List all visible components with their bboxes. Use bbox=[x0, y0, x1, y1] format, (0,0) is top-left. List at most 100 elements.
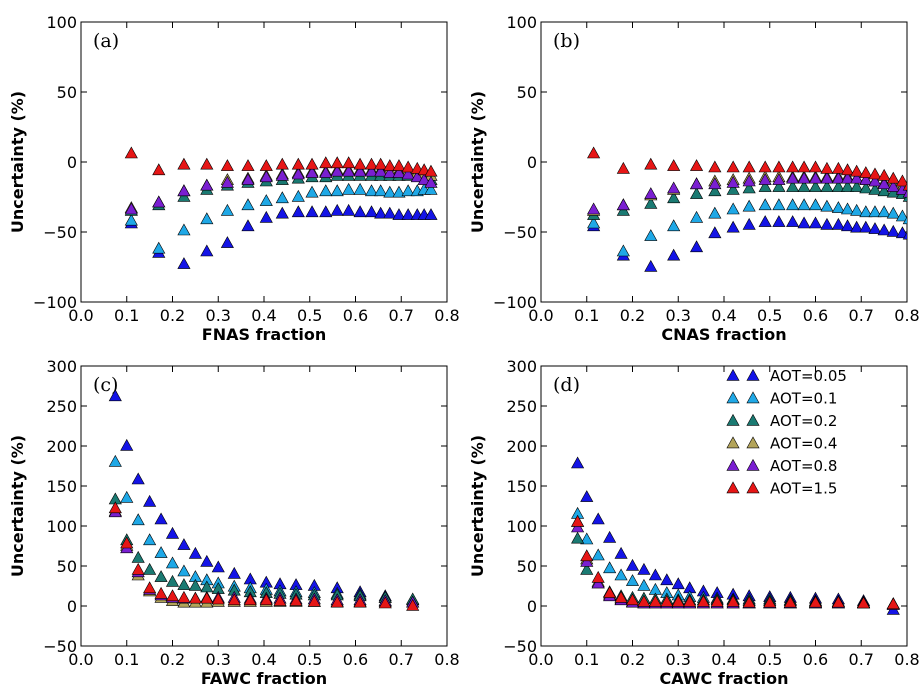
data-point-triangle bbox=[786, 180, 800, 192]
data-point-triangle bbox=[689, 177, 704, 190]
data-point-triangle bbox=[406, 598, 420, 611]
data-point-triangle bbox=[840, 219, 855, 232]
data-point-triangle bbox=[241, 219, 255, 232]
legend-marker bbox=[726, 458, 740, 471]
x-tick-label: 0.7 bbox=[389, 306, 414, 325]
data-point-triangle bbox=[200, 591, 214, 604]
legend-label: AOT=0.1 bbox=[770, 390, 837, 408]
x-axis-label: CNAS fraction bbox=[661, 325, 786, 344]
data-point-triangle bbox=[220, 203, 234, 216]
data-point-triangle bbox=[625, 574, 640, 586]
data-point-triangle bbox=[259, 194, 273, 206]
data-point-triangle bbox=[392, 159, 406, 171]
data-point-triangle bbox=[660, 573, 674, 586]
data-point-triangle bbox=[726, 175, 740, 188]
x-tick-label: 0.4 bbox=[251, 306, 276, 325]
data-point-triangle bbox=[637, 578, 651, 591]
data-point-triangle bbox=[696, 594, 710, 607]
data-point-triangle bbox=[708, 206, 722, 219]
data-point-triangle bbox=[708, 184, 722, 197]
data-point-triangle bbox=[152, 241, 166, 254]
x-tick-label: 0.6 bbox=[343, 306, 368, 325]
data-point-triangle bbox=[850, 220, 864, 233]
data-point-triangle bbox=[840, 171, 855, 184]
data-point-triangle bbox=[241, 173, 255, 185]
data-point-triangle bbox=[220, 236, 234, 248]
data-point-triangle bbox=[154, 586, 168, 599]
data-point-triangle bbox=[275, 191, 289, 204]
data-point-triangle bbox=[868, 222, 882, 234]
data-point-triangle bbox=[772, 160, 786, 173]
y-tick-label: 250 bbox=[506, 397, 537, 416]
data-point-triangle bbox=[571, 531, 585, 544]
data-point-triangle bbox=[859, 220, 873, 233]
data-point-triangle bbox=[831, 180, 845, 192]
data-point-triangle bbox=[143, 494, 157, 507]
data-point-triangle bbox=[637, 562, 651, 575]
data-point-triangle bbox=[859, 205, 873, 218]
data-point-triangle bbox=[165, 526, 180, 539]
data-point-triangle bbox=[220, 159, 234, 171]
data-point-triangle bbox=[143, 562, 157, 575]
legend-marker bbox=[746, 436, 760, 449]
data-point-triangle bbox=[637, 594, 651, 607]
data-point-triangle bbox=[671, 594, 685, 607]
data-point-triangle bbox=[152, 163, 166, 176]
data-point-triangle bbox=[603, 530, 617, 543]
data-point-triangle bbox=[392, 208, 406, 220]
data-point-triangle bbox=[410, 170, 424, 183]
data-point-triangle bbox=[820, 180, 834, 192]
data-point-triangle bbox=[758, 173, 772, 185]
data-point-triangle bbox=[886, 171, 900, 184]
x-tick-label: 0.8 bbox=[894, 306, 919, 325]
y-tick-label: 150 bbox=[506, 477, 537, 496]
data-point-triangle bbox=[840, 202, 855, 215]
data-point-triangle bbox=[364, 184, 379, 197]
data-point-triangle bbox=[895, 209, 907, 222]
data-point-triangle bbox=[131, 550, 145, 563]
y-tick-label: 150 bbox=[46, 477, 77, 496]
data-point-triangle bbox=[342, 203, 356, 216]
panel-a: 0.0 0.1 0.2 0.3 0.4 0.5 0.6 0.7 0.8 100 50 0 −50 −100… bbox=[8, 13, 460, 344]
data-point-triangle bbox=[259, 210, 273, 223]
data-point-triangle bbox=[742, 199, 756, 212]
data-point-triangle bbox=[671, 577, 685, 590]
data-point-triangle bbox=[603, 586, 617, 598]
data-point-triangle bbox=[330, 156, 344, 169]
data-point-triangle bbox=[200, 212, 214, 225]
panel-c: 0.0 0.1 0.2 0.3 0.4 0.5 0.6 0.7 0.8 300 250 200 150 1… bbox=[8, 357, 460, 688]
data-point-triangle bbox=[831, 171, 845, 184]
data-point-triangle bbox=[383, 206, 397, 219]
x-tick-label: 0.6 bbox=[803, 650, 828, 669]
data-point-triangle bbox=[708, 160, 722, 173]
data-point-triangle bbox=[177, 564, 191, 577]
data-point-triangle bbox=[877, 168, 891, 181]
data-point-triangle bbox=[840, 180, 855, 192]
y-tick-label: 200 bbox=[46, 437, 77, 456]
y-axis-label: Uncertainty (%) bbox=[8, 91, 27, 233]
y-tick-label: 100 bbox=[46, 13, 77, 32]
data-point-triangle bbox=[165, 556, 180, 569]
panel-label: (d) bbox=[553, 374, 580, 396]
panel-label: (c) bbox=[93, 374, 118, 396]
data-point-triangle bbox=[840, 163, 855, 176]
data-point-triangle bbox=[424, 182, 438, 195]
x-axis-label: FNAS fraction bbox=[202, 325, 326, 344]
data-point-triangle bbox=[742, 160, 756, 173]
x-tick-label: 0.1 bbox=[574, 306, 599, 325]
data-point-triangle bbox=[165, 574, 180, 587]
data-point-triangle bbox=[587, 202, 601, 215]
panel-b: 0.0 0.1 0.2 0.3 0.4 0.5 0.6 0.7 0.8 100 50 0 −50 −100… bbox=[468, 13, 920, 344]
data-point-triangle bbox=[820, 217, 834, 230]
data-point-triangle bbox=[772, 198, 786, 211]
data-point-triangle bbox=[417, 173, 431, 185]
y-tick-label: −50 bbox=[503, 637, 537, 656]
data-point-triangle bbox=[625, 593, 640, 606]
data-point-triangle bbox=[648, 594, 662, 607]
x-tick-label: 0.4 bbox=[251, 650, 276, 669]
data-point-triangle bbox=[850, 164, 864, 177]
data-point-triangle bbox=[200, 554, 214, 567]
data-point-triangle bbox=[383, 185, 397, 198]
data-point-triangle bbox=[154, 570, 168, 582]
